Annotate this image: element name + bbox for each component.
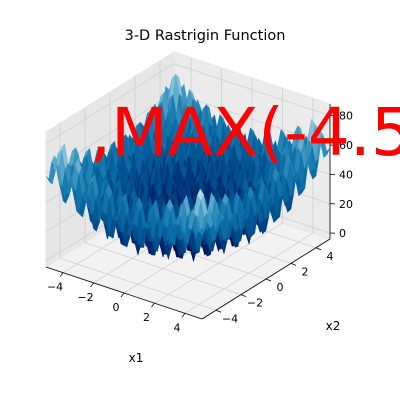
y-tick-mark: [215, 309, 222, 313]
y-tick-mark: [290, 263, 297, 266]
y-tick-label: 0: [277, 281, 284, 294]
surface-patch: [198, 227, 206, 235]
surface-plot: [45, 73, 331, 262]
y-tick-label: −2: [247, 297, 263, 310]
x-tick-mark: [90, 282, 94, 288]
x-tick-label: 4: [173, 321, 180, 334]
x-tick-label: −2: [77, 291, 93, 304]
y-tick-mark: [315, 247, 322, 251]
x-tick-label: −4: [47, 281, 63, 294]
y-tick-mark: [240, 294, 247, 297]
y-tick-label: −4: [222, 312, 238, 325]
y-tick-label: 2: [302, 265, 309, 278]
z-tick-label: 0: [339, 227, 346, 240]
z-tick-label: 80: [339, 110, 353, 123]
z-tick-label: 40: [339, 168, 353, 181]
chart-title: 3-D Rastrigin Function: [125, 28, 286, 44]
y-axis-label: x2: [326, 319, 341, 333]
z-tick-label: 60: [339, 139, 353, 152]
x-axis-label: x1: [129, 351, 144, 365]
annotation-text: ,MAX(-4.5: [90, 94, 400, 171]
grid-line-y: [84, 107, 242, 295]
y-tick-label: 4: [327, 250, 334, 263]
x-tick-mark: [120, 292, 125, 298]
x-tick-label: 2: [143, 311, 150, 324]
grid-line-z: [45, 63, 331, 145]
x-tick-mark: [59, 272, 64, 277]
x-tick-mark: [181, 313, 186, 318]
z-tick-label: 20: [339, 198, 353, 211]
y-tick-mark: [265, 278, 272, 282]
x-tick-mark: [151, 302, 155, 308]
x-tick-label: 0: [113, 301, 120, 314]
